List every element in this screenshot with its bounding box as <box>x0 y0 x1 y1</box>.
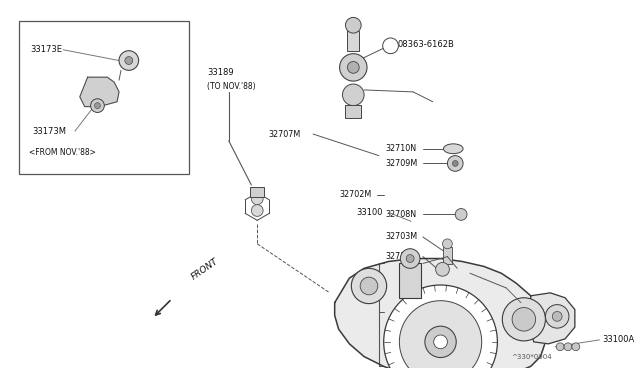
Text: ^330*0004: ^330*0004 <box>511 353 552 360</box>
Circle shape <box>455 209 467 220</box>
Circle shape <box>572 343 580 351</box>
Bar <box>442 247 452 264</box>
Text: 08363-6162B: 08363-6162B <box>397 40 454 49</box>
Text: 32702M: 32702M <box>340 190 372 199</box>
Ellipse shape <box>444 144 463 154</box>
Circle shape <box>252 205 263 217</box>
Polygon shape <box>80 77 119 107</box>
Circle shape <box>434 335 447 349</box>
Text: 33100A: 33100A <box>602 336 634 344</box>
Bar <box>399 263 421 298</box>
Text: 33189: 33189 <box>207 68 234 77</box>
Circle shape <box>95 103 100 109</box>
Text: 32703M: 32703M <box>386 232 418 241</box>
Circle shape <box>545 305 569 328</box>
Circle shape <box>348 61 359 73</box>
Circle shape <box>512 308 536 331</box>
Polygon shape <box>335 259 545 372</box>
Circle shape <box>436 263 449 276</box>
Circle shape <box>342 84 364 106</box>
Circle shape <box>564 343 572 351</box>
Text: 32710N: 32710N <box>386 144 417 153</box>
Text: 32709M: 32709M <box>386 159 418 168</box>
Circle shape <box>552 311 562 321</box>
Circle shape <box>452 160 458 166</box>
Circle shape <box>125 57 132 64</box>
Circle shape <box>252 193 263 205</box>
Text: 32712N: 32712N <box>386 252 417 261</box>
Circle shape <box>442 239 452 249</box>
Text: 32708N: 32708N <box>386 210 417 219</box>
Polygon shape <box>531 293 575 344</box>
Text: FRONT: FRONT <box>190 257 220 282</box>
Circle shape <box>346 17 361 33</box>
Text: 33100: 33100 <box>356 208 383 217</box>
Circle shape <box>401 249 420 268</box>
Circle shape <box>447 155 463 171</box>
Circle shape <box>351 268 387 304</box>
Bar <box>19 21 189 174</box>
Circle shape <box>119 51 139 70</box>
Text: 33173E: 33173E <box>31 45 63 54</box>
Circle shape <box>340 54 367 81</box>
Circle shape <box>406 254 414 263</box>
Bar <box>346 105 361 118</box>
Text: (TO NOV.'88): (TO NOV.'88) <box>207 83 256 92</box>
Circle shape <box>399 301 482 372</box>
Circle shape <box>556 343 564 351</box>
Circle shape <box>383 38 398 54</box>
Circle shape <box>91 99 104 112</box>
Circle shape <box>360 277 378 295</box>
Text: <FROM NOV.'88>: <FROM NOV.'88> <box>29 148 96 157</box>
Circle shape <box>425 326 456 357</box>
Bar <box>250 187 264 197</box>
Circle shape <box>502 298 545 341</box>
Bar <box>348 31 359 51</box>
Text: 33173M: 33173M <box>33 126 67 136</box>
Circle shape <box>384 285 497 372</box>
Text: 32707M: 32707M <box>268 129 300 138</box>
